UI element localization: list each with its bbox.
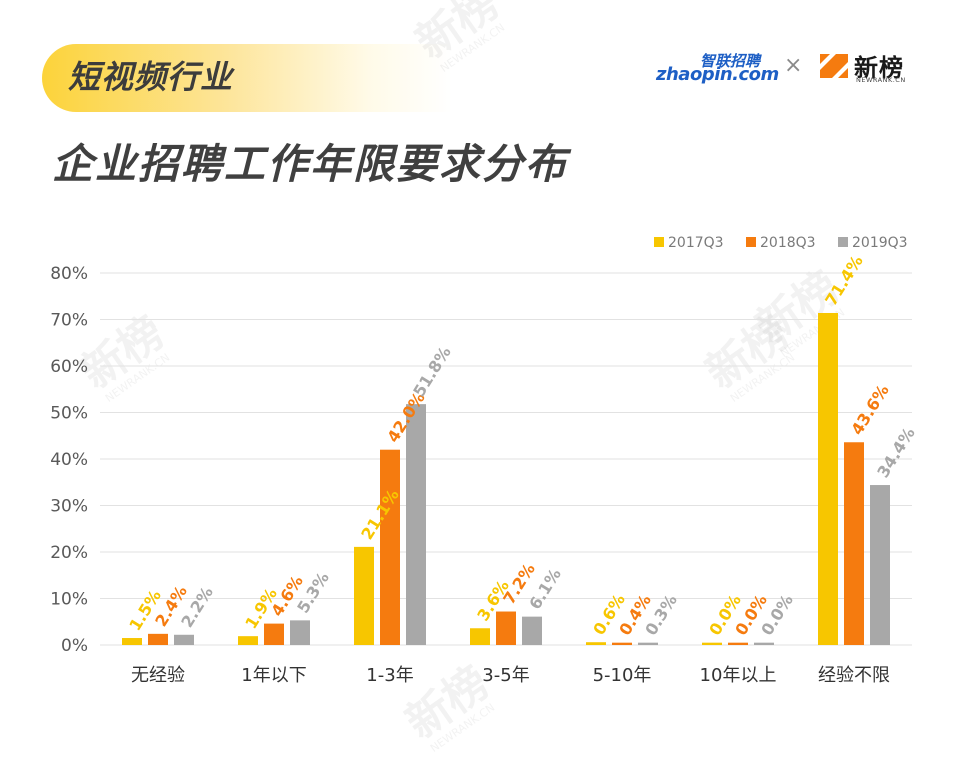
bar (264, 623, 284, 645)
x-tick-label: 1年以下 (241, 665, 306, 686)
y-tick-label: 40% (50, 450, 88, 470)
bar (638, 642, 658, 645)
header-tag-background (42, 44, 452, 112)
newrank-logo-en: NEWRANK.CN (856, 76, 906, 84)
x-tick-label: 3-5年 (482, 665, 529, 686)
y-tick-label: 70% (50, 311, 88, 331)
bar (818, 312, 838, 645)
y-tick-label: 20% (50, 543, 88, 563)
bar (702, 642, 722, 645)
y-tick-label: 60% (50, 357, 88, 377)
chart-legend: 2017Q3 2018Q3 2019Q3 (654, 235, 908, 251)
bar (470, 628, 490, 645)
bar (290, 620, 310, 645)
legend-swatch (838, 237, 848, 247)
bar (754, 642, 774, 645)
bar (380, 449, 400, 645)
data-label: 51.8% (409, 343, 455, 400)
legend-label: 2018Q3 (760, 235, 816, 251)
bar (174, 634, 194, 645)
legend-label: 2017Q3 (668, 235, 724, 251)
bar (148, 633, 168, 645)
bar (728, 642, 748, 645)
chart-bars (122, 312, 890, 645)
page-title: 企业招聘工作年限要求分布 (52, 140, 568, 188)
data-label: 34.4% (873, 424, 919, 481)
y-tick-label: 10% (50, 590, 88, 610)
legend-label: 2019Q3 (852, 235, 908, 251)
legend-swatch (746, 237, 756, 247)
bar (496, 611, 516, 645)
zhaopin-logo-en: zhaopin.com (656, 64, 779, 85)
y-tick-label: 0% (61, 636, 88, 656)
y-axis-ticks: 0% 10% 20% 30% 40% 50% 60% 70% 80% (50, 264, 88, 656)
bar (522, 616, 542, 645)
newrank-logo: 新榜 NEWRANK.CN (818, 48, 914, 88)
bar (238, 636, 258, 645)
header-tag: 短视频行业 (68, 58, 234, 96)
logo-separator: × (784, 53, 803, 78)
y-tick-label: 80% (50, 264, 88, 284)
zhaopin-logo: 智联招聘 zhaopin.com (656, 50, 779, 94)
bar (586, 642, 606, 645)
y-tick-label: 30% (50, 497, 88, 517)
bar (844, 442, 864, 645)
zhaopin-logo-cn: 智联招聘 (700, 52, 761, 70)
data-label: 43.6% (847, 381, 893, 438)
x-tick-label: 5-10年 (593, 665, 652, 686)
newrank-mark-icon (820, 54, 848, 78)
newrank-logo-cn: 新榜 (854, 54, 904, 82)
bar (406, 404, 426, 645)
x-axis-ticks: 无经验 1年以下 1-3年 3-5年 5-10年 10年以上 经验不限 (131, 665, 890, 686)
y-tick-label: 50% (50, 404, 88, 424)
bar (354, 546, 374, 645)
x-tick-label: 无经验 (131, 665, 185, 686)
legend-swatch (654, 237, 664, 247)
x-tick-label: 经验不限 (818, 665, 890, 686)
x-tick-label: 1-3年 (366, 665, 413, 686)
x-tick-label: 10年以上 (700, 665, 777, 686)
bar (122, 638, 142, 645)
bar (870, 485, 890, 645)
bar (612, 642, 632, 645)
